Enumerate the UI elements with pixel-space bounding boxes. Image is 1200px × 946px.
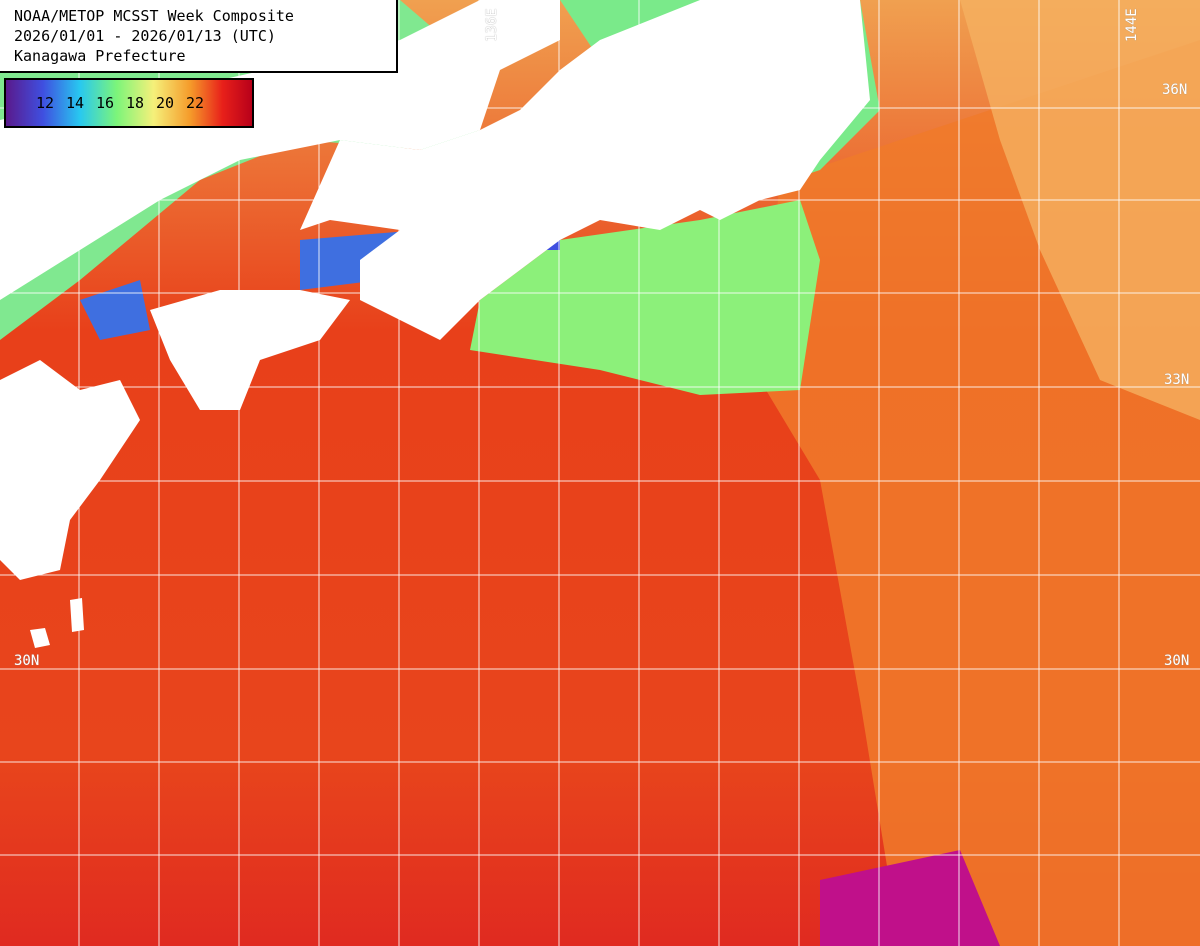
land-kyushu	[0, 360, 140, 580]
lat-label-33n: 33N	[1164, 372, 1190, 388]
land-honshu	[0, 0, 560, 300]
sea-magenta-south	[820, 850, 1000, 946]
legend-colorbar	[6, 80, 252, 126]
legend-tick: 16	[95, 94, 115, 112]
lat-label-30n-east: 30N	[1164, 653, 1190, 669]
sea-cold-west	[80, 280, 150, 340]
sea-yellow-northeast	[960, 0, 1200, 420]
legend-tick: 20	[155, 94, 175, 112]
lat-label-36n: 36N	[1162, 82, 1188, 98]
legend-tick: 18	[125, 94, 145, 112]
land-shikoku	[150, 290, 350, 410]
legend-tick: 12	[35, 94, 55, 112]
land-central	[300, 0, 870, 340]
title-line-3: Kanagawa Prefecture	[14, 47, 186, 65]
longitude-gridlines	[78, 0, 1120, 946]
legend-tick-labels: 12 14 16 18 20 22	[30, 94, 210, 112]
legend-tick: 22	[185, 94, 205, 112]
land-island-1	[30, 628, 50, 648]
title-line-1: NOAA/METOP MCSST Week Composite	[14, 7, 294, 25]
title-box: NOAA/METOP MCSST Week Composite 2026/01/…	[0, 0, 398, 73]
lon-label-144e: 144E	[1124, 8, 1140, 42]
color-legend: 12 14 16 18 20 22	[4, 78, 254, 128]
lon-label-136e: 136E	[484, 8, 500, 42]
lat-label-30n-west: 30N	[14, 653, 40, 669]
land-island-2	[70, 598, 84, 632]
title-line-2: 2026/01/01 - 2026/01/13 (UTC)	[14, 27, 276, 45]
legend-tick: 14	[65, 94, 85, 112]
